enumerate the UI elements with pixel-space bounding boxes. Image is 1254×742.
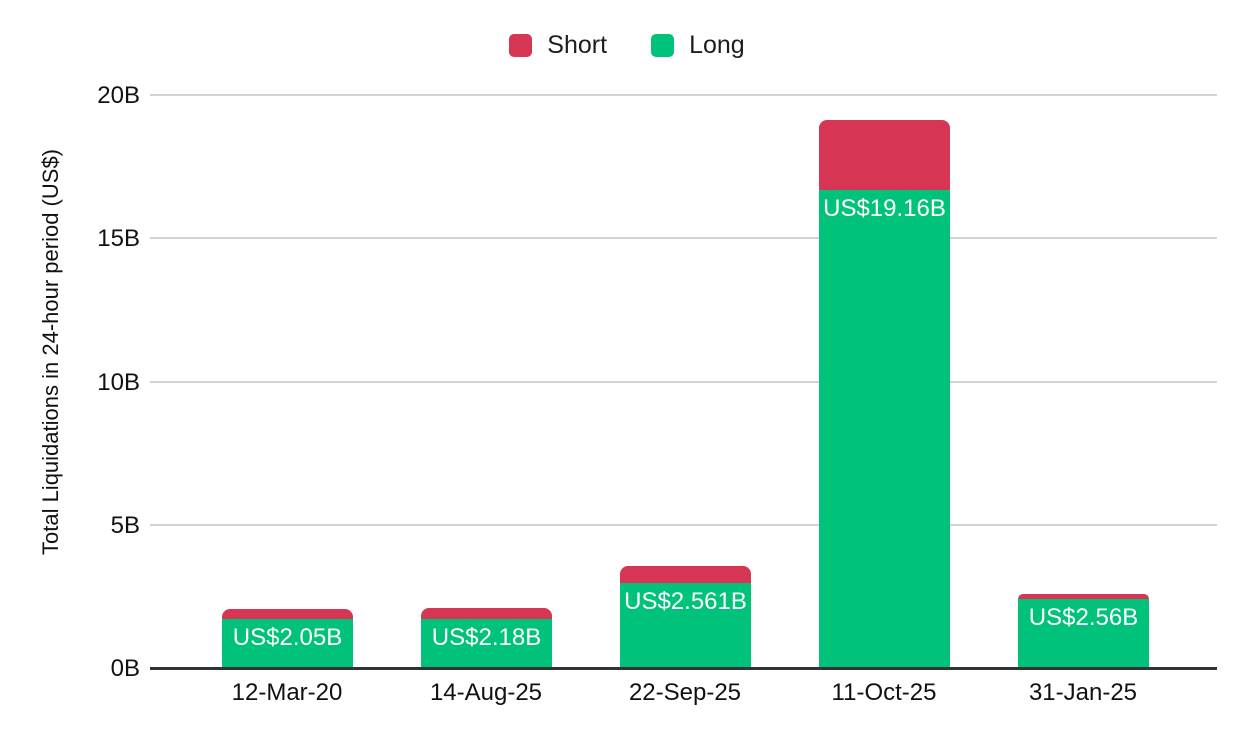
long-series-swatch-icon [651,34,675,57]
bar-segment-short [620,566,751,583]
gridline [150,524,1217,526]
gridline [150,237,1217,239]
x-axis-line [150,667,1217,670]
x-tick-label: 11-Oct-25 [831,679,937,706]
gridline [150,381,1217,383]
y-tick-label: 10B [97,369,140,396]
bar-value-label: US$2.18B [431,624,542,651]
short-series-swatch-icon [509,34,533,57]
bar-value-label: US$19.16B [823,195,946,222]
x-tick-label: 31-Jan-25 [1028,679,1138,706]
x-tick-label: 14-Aug-25 [429,679,543,706]
bar-segment-long: US$2.18B [421,619,552,668]
bar-value-label: US$2.561B [624,588,747,615]
legend-label-short: Short [547,31,608,59]
bar-segment-short [1018,594,1149,599]
gridline [150,94,1217,96]
bar-segment-long: US$2.56B [1018,599,1149,668]
legend-label-long: Long [689,31,745,59]
bar-12-Mar-20: US$2.05B [222,609,353,668]
bar-segment-long: US$2.05B [222,619,353,668]
legend-item-short[interactable]: Short [509,33,607,58]
y-tick-label: 5B [110,512,140,539]
bar-value-label: US$2.05B [232,624,343,651]
y-tick-label: 0B [110,655,140,682]
y-tick-label: 15B [97,225,140,252]
y-tick-label: 20B [97,82,140,109]
bar-segment-short [222,609,353,619]
x-tick-label: 12-Mar-20 [231,679,343,706]
bar-value-label: US$2.56B [1028,604,1139,631]
bar-segment-long: US$2.561B [620,583,751,668]
chart-legend: Short Long [0,33,1254,58]
bar-31-Jan-25: US$2.56B [1018,594,1149,668]
y-axis-title: Total Liquidations in 24-hour period (US… [38,148,63,556]
bar-segment-long: US$19.16B [819,190,950,668]
legend-item-long[interactable]: Long [651,33,745,58]
x-tick-label: 22-Sep-25 [628,679,742,706]
bar-14-Aug-25: US$2.18B [421,608,552,668]
bar-segment-short [819,120,950,190]
bar-segment-short [421,608,552,619]
bar-11-Oct-25: US$19.16B [819,120,950,668]
bar-22-Sep-25: US$2.561B [620,566,751,668]
